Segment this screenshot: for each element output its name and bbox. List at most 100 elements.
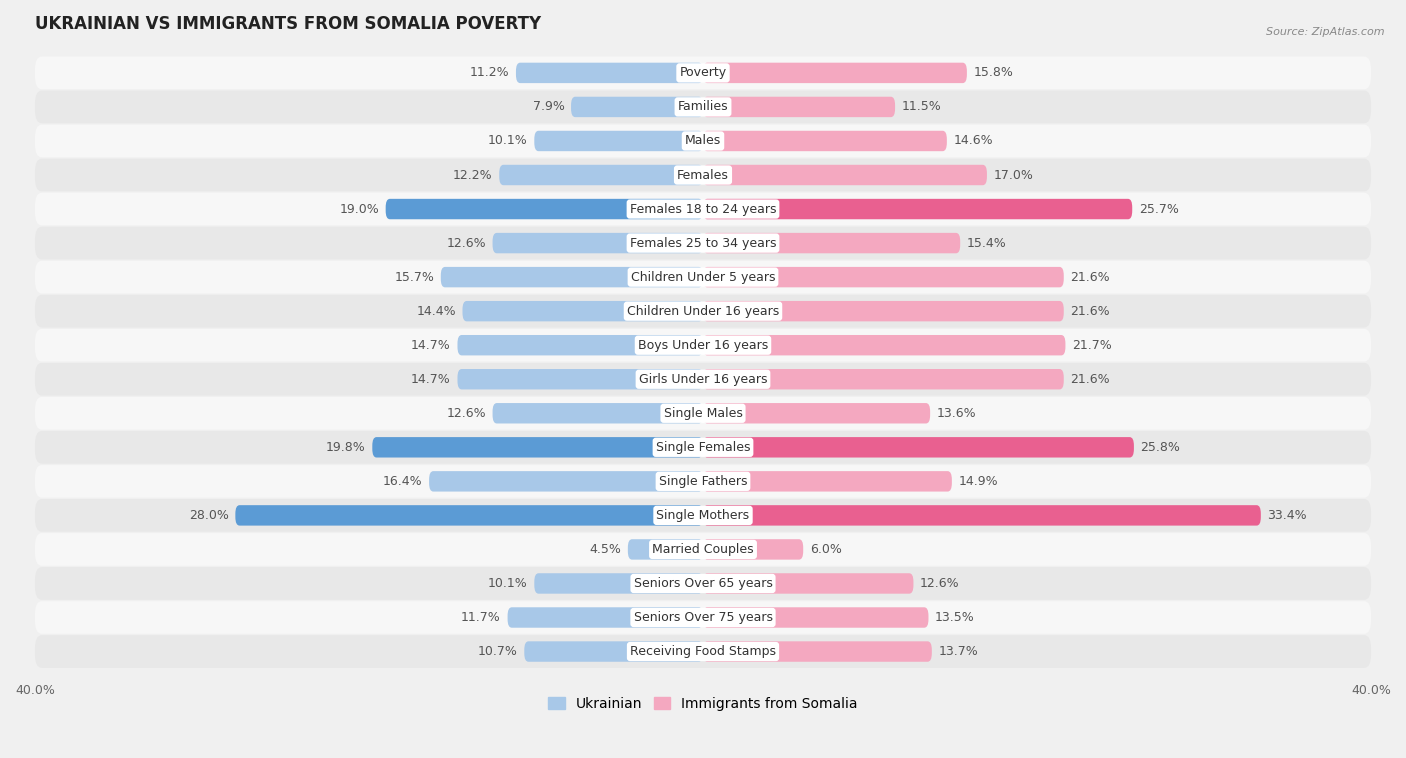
Text: Boys Under 16 years: Boys Under 16 years (638, 339, 768, 352)
FancyBboxPatch shape (703, 573, 914, 594)
FancyBboxPatch shape (703, 97, 896, 117)
FancyBboxPatch shape (534, 131, 703, 151)
FancyBboxPatch shape (703, 164, 987, 185)
Text: 12.6%: 12.6% (446, 236, 486, 249)
FancyBboxPatch shape (703, 607, 928, 628)
Text: Seniors Over 65 years: Seniors Over 65 years (634, 577, 772, 590)
FancyBboxPatch shape (516, 63, 703, 83)
Text: 11.2%: 11.2% (470, 67, 509, 80)
Text: 21.6%: 21.6% (1070, 373, 1111, 386)
FancyBboxPatch shape (35, 465, 1371, 498)
FancyBboxPatch shape (703, 505, 1261, 525)
FancyBboxPatch shape (703, 437, 1133, 458)
Text: 12.6%: 12.6% (920, 577, 960, 590)
Text: 7.9%: 7.9% (533, 100, 564, 114)
Text: Seniors Over 75 years: Seniors Over 75 years (634, 611, 772, 624)
FancyBboxPatch shape (35, 193, 1371, 225)
Text: 6.0%: 6.0% (810, 543, 842, 556)
FancyBboxPatch shape (524, 641, 703, 662)
Text: 16.4%: 16.4% (382, 475, 422, 488)
Text: 14.4%: 14.4% (416, 305, 456, 318)
Text: 28.0%: 28.0% (188, 509, 229, 522)
Text: Poverty: Poverty (679, 67, 727, 80)
FancyBboxPatch shape (499, 164, 703, 185)
FancyBboxPatch shape (571, 97, 703, 117)
FancyBboxPatch shape (35, 158, 1371, 191)
FancyBboxPatch shape (492, 403, 703, 424)
FancyBboxPatch shape (385, 199, 703, 219)
FancyBboxPatch shape (35, 635, 1371, 668)
Text: 33.4%: 33.4% (1268, 509, 1308, 522)
Text: Source: ZipAtlas.com: Source: ZipAtlas.com (1267, 27, 1385, 36)
FancyBboxPatch shape (35, 397, 1371, 430)
FancyBboxPatch shape (35, 124, 1371, 158)
FancyBboxPatch shape (628, 539, 703, 559)
FancyBboxPatch shape (35, 363, 1371, 396)
Text: Single Males: Single Males (664, 407, 742, 420)
Text: 14.6%: 14.6% (953, 134, 993, 148)
FancyBboxPatch shape (463, 301, 703, 321)
FancyBboxPatch shape (35, 533, 1371, 565)
FancyBboxPatch shape (703, 301, 1064, 321)
FancyBboxPatch shape (35, 431, 1371, 464)
FancyBboxPatch shape (703, 369, 1064, 390)
Text: Females 25 to 34 years: Females 25 to 34 years (630, 236, 776, 249)
Legend: Ukrainian, Immigrants from Somalia: Ukrainian, Immigrants from Somalia (543, 691, 863, 716)
Text: 12.6%: 12.6% (446, 407, 486, 420)
Text: Children Under 16 years: Children Under 16 years (627, 305, 779, 318)
Text: Girls Under 16 years: Girls Under 16 years (638, 373, 768, 386)
Text: 25.7%: 25.7% (1139, 202, 1178, 215)
Text: 11.5%: 11.5% (901, 100, 942, 114)
Text: 14.9%: 14.9% (959, 475, 998, 488)
Text: Children Under 5 years: Children Under 5 years (631, 271, 775, 283)
FancyBboxPatch shape (35, 295, 1371, 327)
Text: Males: Males (685, 134, 721, 148)
FancyBboxPatch shape (35, 601, 1371, 634)
FancyBboxPatch shape (35, 227, 1371, 259)
FancyBboxPatch shape (534, 573, 703, 594)
Text: Single Mothers: Single Mothers (657, 509, 749, 522)
Text: 11.7%: 11.7% (461, 611, 501, 624)
Text: 14.7%: 14.7% (411, 339, 451, 352)
Text: Females 18 to 24 years: Females 18 to 24 years (630, 202, 776, 215)
Text: Receiving Food Stamps: Receiving Food Stamps (630, 645, 776, 658)
FancyBboxPatch shape (703, 199, 1132, 219)
Text: 12.2%: 12.2% (453, 168, 492, 181)
FancyBboxPatch shape (703, 63, 967, 83)
FancyBboxPatch shape (35, 567, 1371, 600)
Text: 10.1%: 10.1% (488, 134, 527, 148)
Text: 15.7%: 15.7% (394, 271, 434, 283)
Text: 21.6%: 21.6% (1070, 305, 1111, 318)
Text: 14.7%: 14.7% (411, 373, 451, 386)
FancyBboxPatch shape (703, 335, 1066, 356)
FancyBboxPatch shape (703, 403, 931, 424)
Text: 19.8%: 19.8% (326, 441, 366, 454)
Text: 13.6%: 13.6% (936, 407, 976, 420)
Text: 21.6%: 21.6% (1070, 271, 1111, 283)
FancyBboxPatch shape (457, 369, 703, 390)
FancyBboxPatch shape (35, 91, 1371, 124)
Text: Single Females: Single Females (655, 441, 751, 454)
FancyBboxPatch shape (703, 539, 803, 559)
Text: Single Fathers: Single Fathers (659, 475, 747, 488)
Text: 4.5%: 4.5% (589, 543, 621, 556)
FancyBboxPatch shape (35, 499, 1371, 531)
Text: 10.1%: 10.1% (488, 577, 527, 590)
FancyBboxPatch shape (508, 607, 703, 628)
FancyBboxPatch shape (441, 267, 703, 287)
FancyBboxPatch shape (703, 267, 1064, 287)
FancyBboxPatch shape (373, 437, 703, 458)
FancyBboxPatch shape (235, 505, 703, 525)
Text: 15.8%: 15.8% (973, 67, 1014, 80)
Text: Married Couples: Married Couples (652, 543, 754, 556)
Text: 21.7%: 21.7% (1073, 339, 1112, 352)
Text: 19.0%: 19.0% (339, 202, 380, 215)
Text: 25.8%: 25.8% (1140, 441, 1181, 454)
Text: 10.7%: 10.7% (478, 645, 517, 658)
FancyBboxPatch shape (703, 471, 952, 491)
FancyBboxPatch shape (35, 261, 1371, 293)
Text: 17.0%: 17.0% (994, 168, 1033, 181)
Text: 13.7%: 13.7% (938, 645, 979, 658)
FancyBboxPatch shape (35, 57, 1371, 89)
FancyBboxPatch shape (492, 233, 703, 253)
